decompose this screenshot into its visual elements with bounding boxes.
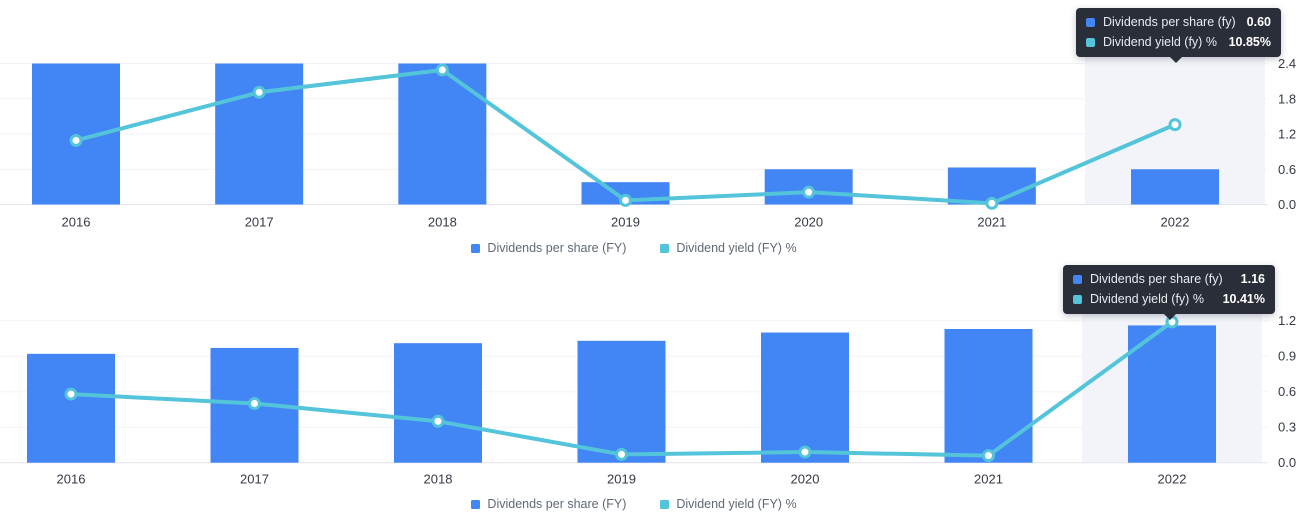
legend-item-dividend-yield[interactable]: Dividend yield (FY) % <box>660 241 797 255</box>
svg-text:2020: 2020 <box>791 472 820 487</box>
svg-text:2017: 2017 <box>245 215 274 230</box>
dividend-yield-swatch-icon <box>660 243 670 253</box>
dividends-per-share-swatch-icon <box>471 499 481 509</box>
svg-text:0.6: 0.6 <box>1278 384 1296 399</box>
svg-text:2020: 2020 <box>794 215 823 230</box>
dividends-per-share-swatch-icon <box>1086 18 1095 27</box>
tooltip-arrow-icon <box>1163 313 1177 320</box>
svg-text:2016: 2016 <box>62 215 91 230</box>
tooltip-value: 10.85% <box>1228 35 1271 49</box>
svg-text:0.6: 0.6 <box>1278 162 1296 177</box>
legend-label: Dividend yield (FY) % <box>676 497 797 511</box>
tooltip-row-dividend-yield: Dividend yield (fy) % 10.41% <box>1073 291 1265 308</box>
svg-text:2022: 2022 <box>1158 472 1187 487</box>
tooltip-label: Dividends per share (fy) <box>1090 272 1223 286</box>
svg-text:2018: 2018 <box>424 472 453 487</box>
dividends-per-share-swatch-icon <box>471 243 481 253</box>
legend-label: Dividends per share (FY) <box>487 497 627 511</box>
svg-text:2019: 2019 <box>611 215 640 230</box>
dividends-per-share-swatch-icon <box>1073 275 1082 284</box>
svg-text:2021: 2021 <box>974 472 1003 487</box>
svg-text:0.0: 0.0 <box>1278 455 1296 470</box>
svg-text:2.4: 2.4 <box>1278 56 1296 71</box>
tooltip-label: Dividend yield (fy) % <box>1103 35 1217 49</box>
svg-text:0.3: 0.3 <box>1278 420 1296 435</box>
tooltip-value: 1.16 <box>1240 272 1265 286</box>
tooltip-row-dividends-per-share: Dividends per share (fy) 0.60 <box>1086 14 1271 31</box>
dividend-yield-swatch-icon <box>1086 38 1095 47</box>
svg-text:2021: 2021 <box>977 215 1006 230</box>
svg-text:2016: 2016 <box>57 472 86 487</box>
svg-text:1.2: 1.2 <box>1278 313 1296 328</box>
legend-label: Dividends per share (FY) <box>487 241 627 255</box>
legend-label: Dividend yield (FY) % <box>676 241 797 255</box>
dividend-yield-swatch-icon <box>1073 295 1082 304</box>
svg-text:2017: 2017 <box>240 472 269 487</box>
legend-top-chart: Dividends per share (FY) Dividend yield … <box>0 241 1268 255</box>
dividends-chart-bottom[interactable]: 1.2 0.9 0.6 0.3 0.0 2016 2017 2018 2019 2020 2021 2… <box>0 258 1313 498</box>
legend-item-dividends-per-share[interactable]: Dividends per share (FY) <box>471 241 626 255</box>
svg-text:2019: 2019 <box>607 472 636 487</box>
svg-text:0.9: 0.9 <box>1278 349 1296 364</box>
svg-text:2022: 2022 <box>1161 215 1190 230</box>
tooltip-value: 0.60 <box>1246 15 1271 29</box>
svg-text:1.8: 1.8 <box>1278 91 1296 106</box>
legend-item-dividend-yield[interactable]: Dividend yield (FY) % <box>660 497 797 511</box>
tooltip-bottom-chart: Dividends per share (fy) 1.16 Dividend y… <box>1063 265 1275 320</box>
svg-text:0.0: 0.0 <box>1278 197 1296 212</box>
svg-text:1.2: 1.2 <box>1278 127 1296 142</box>
legend-item-dividends-per-share[interactable]: Dividends per share (FY) <box>471 497 626 511</box>
dividend-yield-swatch-icon <box>660 499 670 509</box>
svg-text:2018: 2018 <box>428 215 457 230</box>
tooltip-label: Dividends per share (fy) <box>1103 15 1236 29</box>
tooltip-row-dividends-per-share: Dividends per share (fy) 1.16 <box>1073 271 1265 288</box>
tooltip-row-dividend-yield: Dividend yield (fy) % 10.85% <box>1086 34 1271 51</box>
tooltip-top-chart: Dividends per share (fy) 0.60 Dividend y… <box>1076 8 1281 63</box>
tooltip-label: Dividend yield (fy) % <box>1090 292 1204 306</box>
legend-bottom-chart: Dividends per share (FY) Dividend yield … <box>0 497 1268 511</box>
tooltip-arrow-icon <box>1169 56 1183 63</box>
tooltip-value: 10.41% <box>1222 292 1265 306</box>
